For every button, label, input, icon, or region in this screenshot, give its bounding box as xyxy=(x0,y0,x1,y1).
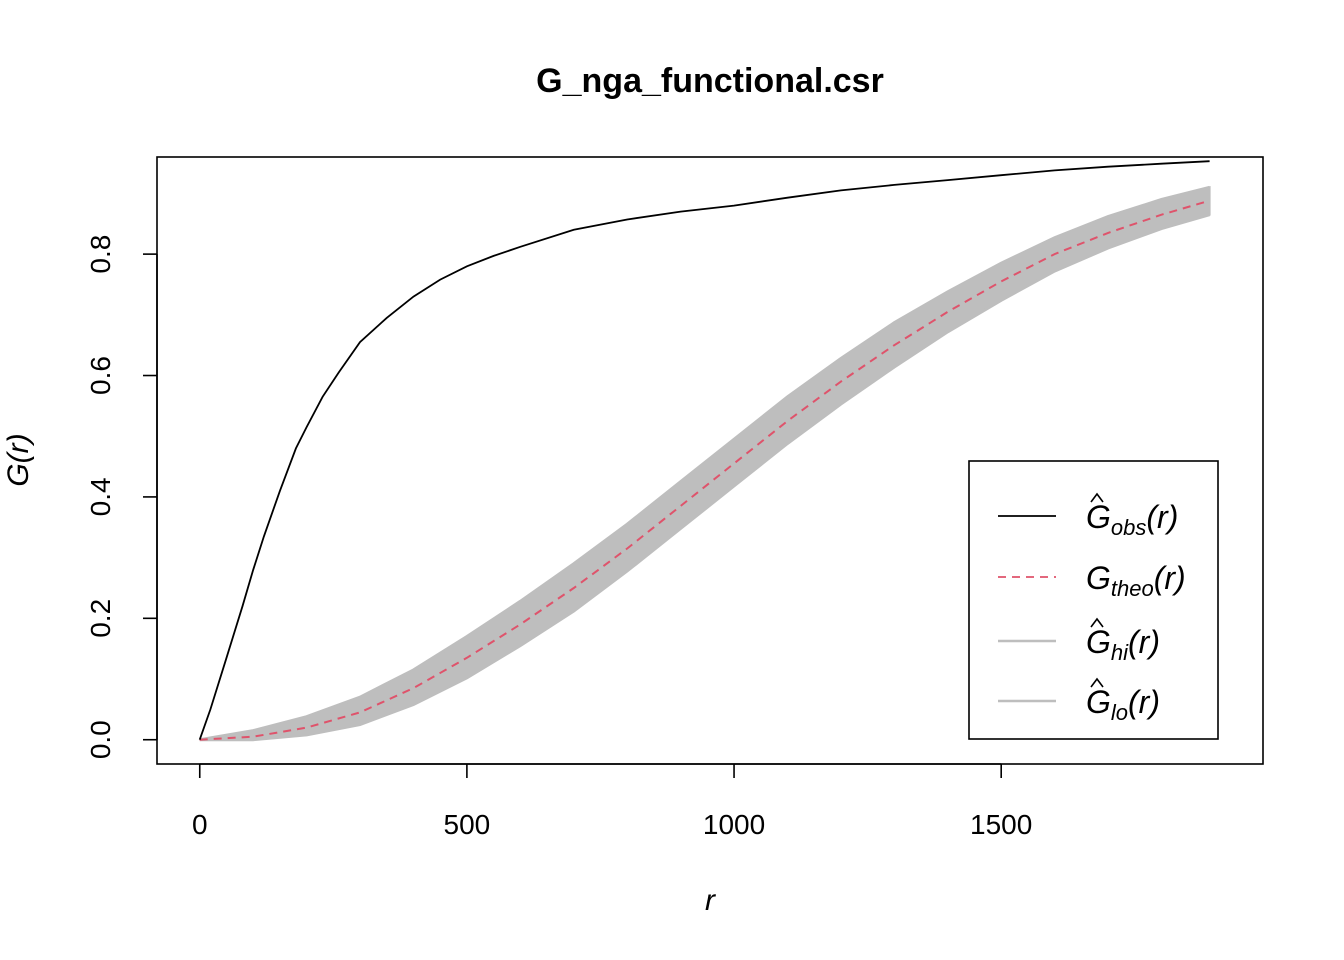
x-tick-label: 500 xyxy=(444,809,491,840)
y-tick-label: 0.0 xyxy=(85,720,116,759)
series-hi-line xyxy=(199,185,1210,742)
legend-hat-lo xyxy=(1090,677,1104,688)
y-axis-label: G(r) xyxy=(2,433,35,486)
series-theo-line xyxy=(199,199,1210,741)
y-tick-label: 0.2 xyxy=(85,599,116,638)
series-line-layer xyxy=(198,160,1210,741)
x-axis-label: r xyxy=(705,884,716,917)
y-axis: 0.0 0.2 0.4 0.6 0.8 xyxy=(85,235,158,759)
legend-label-hi: Ghi(r) xyxy=(1086,624,1160,665)
legend: Gobs(r) Gtheo(r) Ghi(r) Glo(r) xyxy=(968,460,1219,740)
y-tick-label: 0.6 xyxy=(85,356,116,395)
x-axis: 0 500 1000 1500 xyxy=(192,763,1032,840)
legend-box xyxy=(968,460,1219,740)
x-tick-label: 1500 xyxy=(970,809,1032,840)
chart-title: G_nga_functional.csr xyxy=(536,62,884,100)
legend-label-obs: Gobs(r) xyxy=(1086,499,1178,540)
series-obs-line xyxy=(198,160,1210,740)
legend-label-lo: Glo(r) xyxy=(1086,684,1160,725)
x-tick-label: 0 xyxy=(192,809,208,840)
y-tick-label: 0.8 xyxy=(85,235,116,274)
legend-hat-hi xyxy=(1090,617,1104,628)
series-lo-line xyxy=(199,213,1211,742)
y-tick-label: 0.4 xyxy=(85,477,116,516)
legend-hat-obs xyxy=(1090,492,1104,503)
x-tick-label: 1000 xyxy=(703,809,765,840)
legend-label-theo: Gtheo(r) xyxy=(1086,560,1186,601)
envelope-band-layer xyxy=(199,185,1211,742)
